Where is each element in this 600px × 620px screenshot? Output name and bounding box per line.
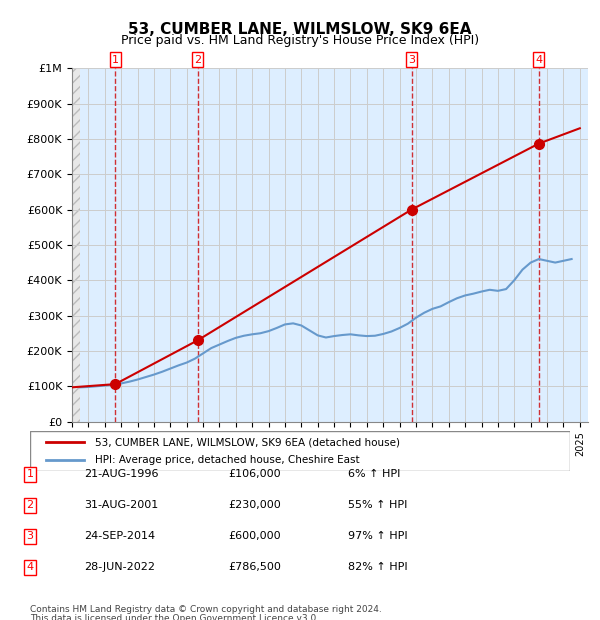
Text: 24-SEP-2014: 24-SEP-2014	[84, 531, 155, 541]
Text: £230,000: £230,000	[228, 500, 281, 510]
Text: HPI: Average price, detached house, Cheshire East: HPI: Average price, detached house, Ches…	[95, 455, 359, 465]
Text: 4: 4	[535, 55, 542, 64]
Text: Price paid vs. HM Land Registry's House Price Index (HPI): Price paid vs. HM Land Registry's House …	[121, 34, 479, 47]
Text: 2: 2	[194, 55, 201, 64]
Text: 28-JUN-2022: 28-JUN-2022	[84, 562, 155, 572]
Text: 21-AUG-1996: 21-AUG-1996	[84, 469, 158, 479]
Text: 82% ↑ HPI: 82% ↑ HPI	[348, 562, 407, 572]
Text: £106,000: £106,000	[228, 469, 281, 479]
Text: 55% ↑ HPI: 55% ↑ HPI	[348, 500, 407, 510]
Bar	[72, 68, 80, 422]
Text: 3: 3	[26, 531, 34, 541]
Text: 53, CUMBER LANE, WILMSLOW, SK9 6EA (detached house): 53, CUMBER LANE, WILMSLOW, SK9 6EA (deta…	[95, 437, 400, 447]
Text: Contains HM Land Registry data © Crown copyright and database right 2024.: Contains HM Land Registry data © Crown c…	[30, 604, 382, 614]
Text: 31-AUG-2001: 31-AUG-2001	[84, 500, 158, 510]
Text: 2: 2	[26, 500, 34, 510]
Text: £786,500: £786,500	[228, 562, 281, 572]
Text: £600,000: £600,000	[228, 531, 281, 541]
Bar	[72, 68, 80, 422]
Text: 4: 4	[26, 562, 34, 572]
Text: 1: 1	[112, 55, 119, 64]
Text: This data is licensed under the Open Government Licence v3.0.: This data is licensed under the Open Gov…	[30, 614, 319, 620]
Text: 1: 1	[26, 469, 34, 479]
Text: 53, CUMBER LANE, WILMSLOW, SK9 6EA: 53, CUMBER LANE, WILMSLOW, SK9 6EA	[128, 22, 472, 37]
Text: 6% ↑ HPI: 6% ↑ HPI	[348, 469, 400, 479]
Text: 3: 3	[408, 55, 415, 64]
Text: 97% ↑ HPI: 97% ↑ HPI	[348, 531, 407, 541]
FancyBboxPatch shape	[30, 431, 570, 471]
